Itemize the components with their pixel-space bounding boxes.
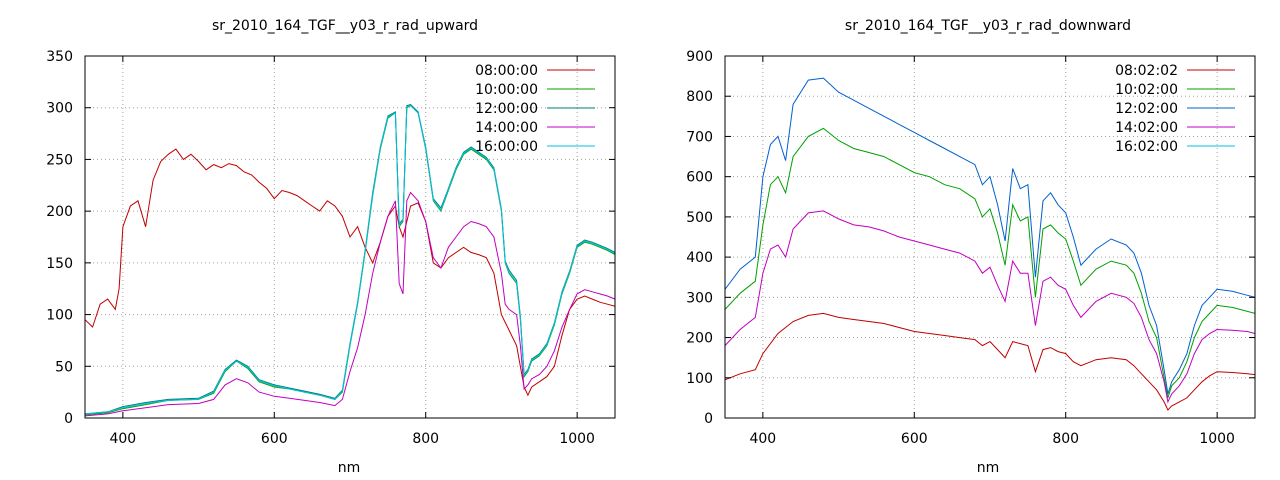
y-tick-label: 350 [46,49,73,65]
chart-title: sr_2010_164_TGF__y03_r_rad_downward [845,18,1131,34]
y-tick-label: 600 [686,170,713,186]
y-tick-label: 300 [686,290,713,306]
legend-label: 16:00:00 [475,139,538,155]
series-line-4 [85,105,615,415]
x-tick-label: 400 [749,431,776,447]
legend-label: 08:02:02 [1115,63,1178,79]
series-group [85,104,615,417]
y-tick-label: 250 [46,152,73,168]
y-tick-label: 0 [64,411,73,427]
x-axis-label: nm [977,460,1000,476]
y-tick-label: 400 [686,250,713,266]
legend-label: 12:02:00 [1115,101,1178,117]
y-tick-label: 150 [46,256,73,272]
plot-frame [724,55,1256,419]
series-line-3 [85,191,615,417]
legend-label: 14:00:00 [475,120,538,136]
y-tick-label: 800 [686,89,713,105]
x-tick-label: 400 [109,431,136,447]
legend-label: 12:00:00 [475,101,538,117]
legend-label: 16:02:00 [1115,139,1178,155]
legend-label: 10:02:00 [1115,82,1178,98]
y-tick-label: 900 [686,49,713,65]
legend-label: 14:02:00 [1115,120,1178,136]
y-tick-label: 100 [686,371,713,387]
legend-label: 10:00:00 [475,82,538,98]
y-tick-label: 300 [46,101,73,117]
x-tick-label: 1000 [559,431,595,447]
x-tick-label: 800 [412,431,439,447]
y-tick-label: 100 [46,308,73,324]
x-tick-label: 600 [901,431,928,447]
y-tick-label: 200 [46,204,73,220]
legend-label: 08:00:00 [475,63,538,79]
y-tick-label: 0 [704,411,713,427]
downward-chart: sr_2010_164_TGF__y03_r_rad_downward nm 4… [686,18,1256,476]
x-tick-label: 600 [261,431,288,447]
y-tick-label: 500 [686,210,713,226]
x-tick-label: 1000 [1199,431,1235,447]
y-tick-label: 700 [686,129,713,145]
series-line-0 [85,148,615,397]
plot-frame [84,55,616,419]
series-line-1 [725,127,1255,399]
x-tick-label: 800 [1052,431,1079,447]
series-line-3 [725,210,1255,404]
series-group [725,77,1255,411]
y-tick-label: 50 [55,359,73,375]
upward-chart: sr_2010_164_TGF__y03_r_rad_upward nm 400… [46,18,616,476]
series-line-0 [725,312,1255,411]
y-tick-label: 200 [686,331,713,347]
series-line-2 [725,77,1255,395]
x-axis-label: nm [338,460,361,476]
chart-title: sr_2010_164_TGF__y03_r_rad_upward [212,18,478,34]
